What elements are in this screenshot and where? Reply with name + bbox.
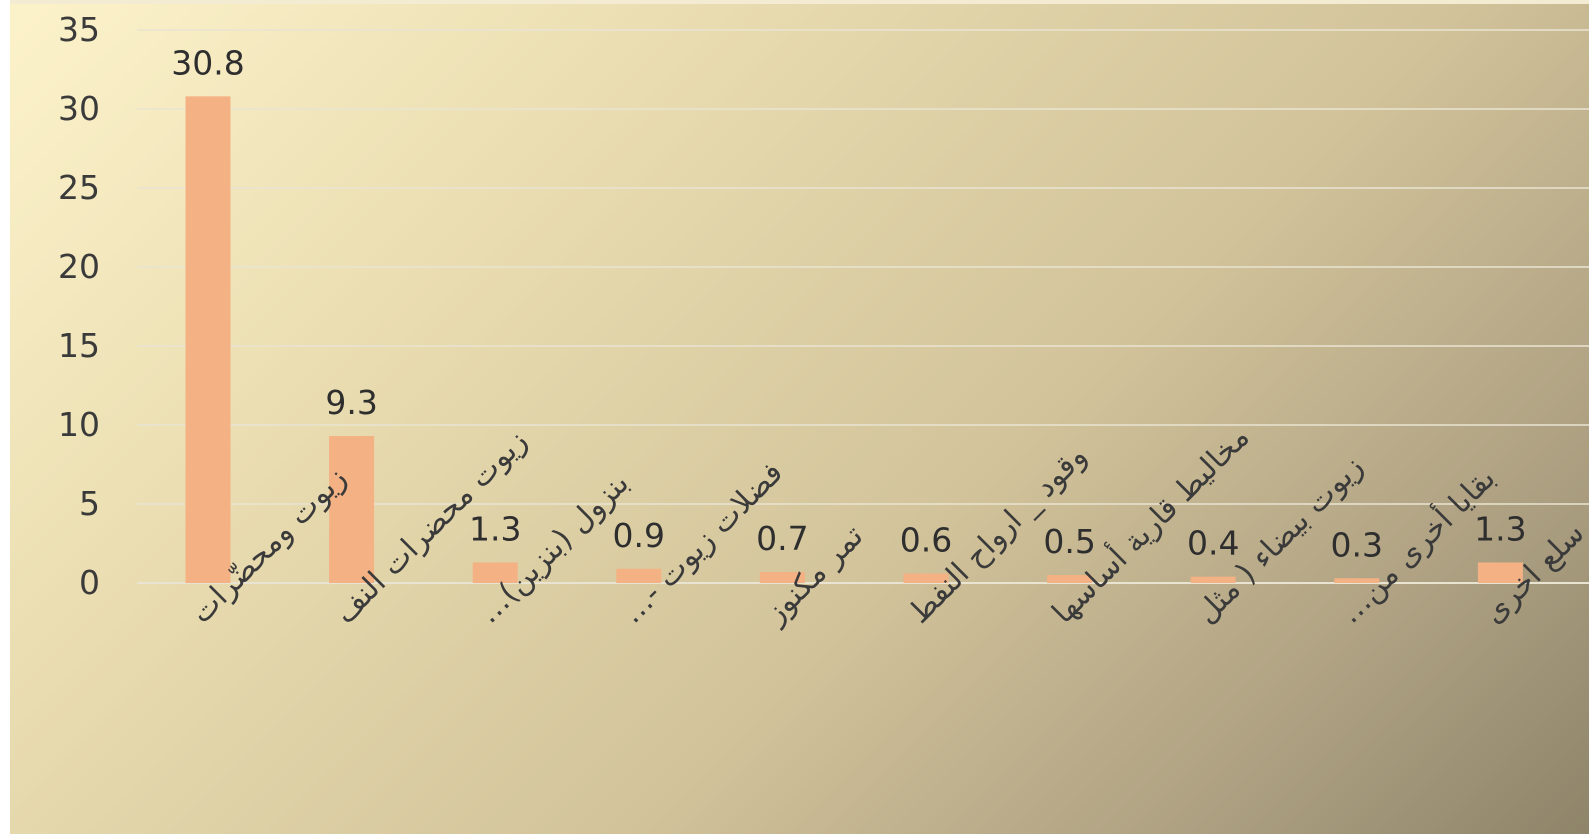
y-axis-ticks: 0 5 10 15 20 25 30 35 bbox=[58, 10, 100, 602]
data-label: 0.6 bbox=[900, 521, 952, 560]
bar bbox=[185, 96, 231, 584]
data-labels: 30.8 9.3 1.3 0.9 0.7 0.6 0.5 0.4 0.3 1.3 bbox=[171, 43, 1526, 564]
chart-left-border bbox=[0, 0, 10, 834]
data-label: 0.3 bbox=[1331, 525, 1383, 564]
y-tick-label: 35 bbox=[58, 10, 100, 49]
bar bbox=[616, 568, 662, 583]
data-label: 0.7 bbox=[756, 519, 808, 558]
data-label: 0.5 bbox=[1043, 522, 1095, 561]
bar bbox=[1047, 575, 1093, 583]
bars bbox=[185, 96, 1523, 584]
y-tick-label: 5 bbox=[79, 484, 100, 523]
bar bbox=[903, 573, 949, 583]
bar bbox=[329, 436, 375, 583]
data-label: 30.8 bbox=[171, 43, 244, 82]
y-tick-label: 25 bbox=[58, 168, 100, 207]
y-tick-label: 20 bbox=[58, 247, 100, 286]
bar bbox=[759, 571, 805, 583]
bar bbox=[1190, 576, 1236, 583]
data-label: 1.3 bbox=[1474, 509, 1526, 548]
chart-top-border bbox=[0, 0, 1589, 4]
y-tick-label: 30 bbox=[58, 89, 100, 128]
bar bbox=[472, 562, 518, 583]
bar bbox=[1334, 578, 1380, 583]
y-tick-label: 0 bbox=[79, 563, 100, 602]
data-label: 0.4 bbox=[1187, 524, 1239, 563]
y-tick-label: 10 bbox=[58, 405, 100, 444]
data-label: 9.3 bbox=[325, 383, 377, 422]
y-tick-label: 15 bbox=[58, 326, 100, 365]
bar bbox=[1477, 562, 1523, 583]
data-label: 1.3 bbox=[469, 509, 521, 548]
data-label: 0.9 bbox=[613, 516, 665, 555]
